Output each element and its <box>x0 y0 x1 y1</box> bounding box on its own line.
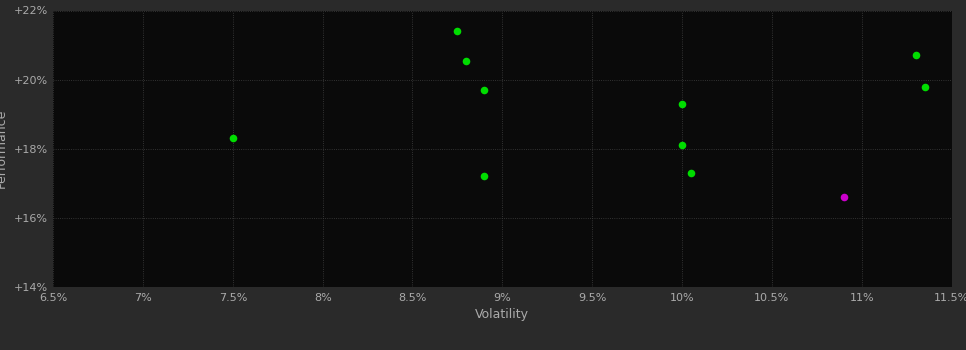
Point <box>476 174 492 179</box>
X-axis label: Volatility: Volatility <box>475 308 529 321</box>
Point <box>683 170 698 176</box>
Point <box>836 194 851 200</box>
Y-axis label: Performance: Performance <box>0 109 8 188</box>
Point <box>449 28 465 34</box>
Point <box>908 52 923 58</box>
Point <box>674 142 690 148</box>
Point <box>917 84 932 89</box>
Point <box>225 135 241 141</box>
Point <box>674 101 690 107</box>
Point <box>459 58 474 63</box>
Point <box>476 87 492 93</box>
